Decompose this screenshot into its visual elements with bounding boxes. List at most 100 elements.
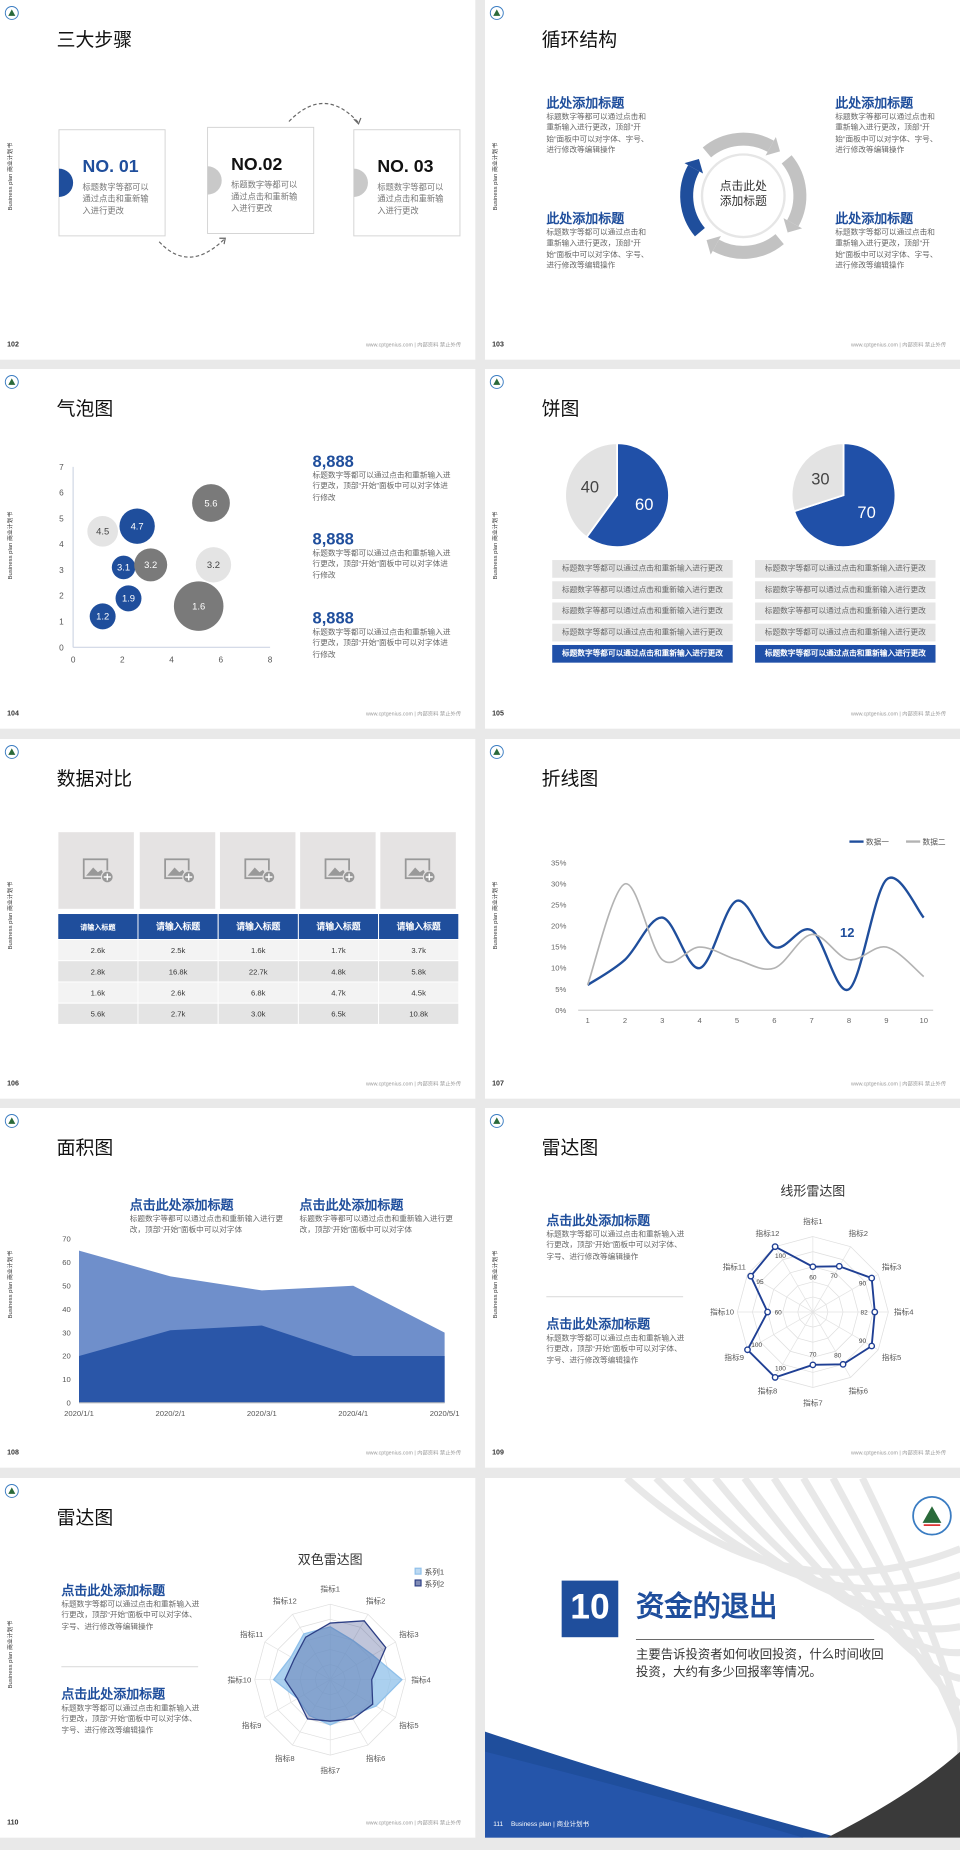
slide-canvas bbox=[484, 1477, 960, 1838]
pie-label: 40 bbox=[580, 479, 598, 497]
step-marker bbox=[353, 168, 368, 197]
background-wave bbox=[858, 1477, 960, 1757]
y-tick-label: 40 bbox=[62, 1305, 71, 1314]
radar-axis-label: 指标7 bbox=[803, 1398, 823, 1408]
logo bbox=[8, 748, 16, 755]
legend-label: 数据二 bbox=[922, 836, 945, 846]
x-tick-label: 10 bbox=[919, 1016, 928, 1025]
slide-number: 106 bbox=[7, 1080, 19, 1089]
block-title: 点击此处添加标题 bbox=[61, 1584, 166, 1599]
image-icon bbox=[244, 858, 270, 880]
block-title: 点击此处添加标题 bbox=[61, 1687, 166, 1703]
block-text: 标题数字等都可以通过点击和重新输入进行更改，顶部“开始”面板中可以对字体、字号、… bbox=[546, 228, 649, 271]
slide: 指标1 指标2 指标3 指标4 指标5 指标6 指标7 指标8 指标9 指标10 指标11 指标12 6… bbox=[484, 1108, 960, 1469]
cycle-arrow bbox=[765, 136, 780, 156]
radar-axis-label: 指标3 bbox=[881, 1262, 901, 1272]
cell-text: 2.5k bbox=[171, 946, 186, 955]
step-text: 标题数字等都可以通过点击和重新输入进行更改 bbox=[231, 181, 298, 214]
radar-axis-label: 指标4 bbox=[894, 1307, 914, 1317]
logo bbox=[8, 378, 16, 386]
step-card bbox=[207, 126, 315, 234]
image-placeholder bbox=[380, 832, 456, 909]
radar-axis-label: 指标7 bbox=[320, 1765, 340, 1775]
list-item-bg bbox=[551, 602, 733, 621]
slide-canvas: 60 40 70 30 bbox=[489, 375, 936, 664]
data-label: 95 bbox=[756, 1279, 764, 1286]
step-card bbox=[58, 129, 166, 237]
slide-canvas: 指标1 指标2 指标3 指标4 指标5 指标6 指标7 指标8 指标9 指标10 指标11 指标12 6… bbox=[489, 1114, 914, 1408]
list-item: 标题数字等都可以通过点击和重新输入进行更改 bbox=[764, 628, 926, 637]
slide-number: 107 bbox=[491, 1080, 504, 1089]
y-tick-label: 30% bbox=[551, 879, 567, 888]
radar-spoke bbox=[812, 1274, 879, 1313]
connector bbox=[158, 238, 225, 258]
block-text: 标题数字等都可以通过点击和重新输入进行更改，顶部“开始”面板中可以对字体 bbox=[129, 1215, 284, 1236]
side-label: Business plan 商业计划书 bbox=[492, 142, 500, 211]
bubble bbox=[87, 516, 118, 548]
cycle-arrow bbox=[783, 218, 802, 233]
x-tick-label: 9 bbox=[884, 1016, 888, 1025]
cell-text: 5.8k bbox=[411, 967, 426, 976]
radar-point bbox=[747, 1273, 754, 1281]
y-tick-label: 6 bbox=[59, 489, 64, 498]
x-tick-label: 4 bbox=[697, 1016, 702, 1025]
image-placeholder bbox=[139, 832, 216, 909]
side-label: Business plan 商业计划书 bbox=[7, 1251, 15, 1319]
radar-spoke bbox=[812, 1312, 851, 1379]
radar-point bbox=[771, 1374, 779, 1382]
block-text: 标题数字等都可以通过点击和重新输入进行更改，顶部“开始”面板中可以对字体、字号、… bbox=[61, 1600, 200, 1632]
data-label: 82 bbox=[860, 1310, 868, 1317]
logo bbox=[8, 1117, 16, 1125]
footer-label: Business plan | 商业计划书 bbox=[510, 1821, 589, 1829]
table-cell bbox=[378, 1002, 460, 1025]
bubble-label: 4.5 bbox=[96, 526, 109, 537]
slide-title: 数据对比 bbox=[56, 769, 133, 790]
side-label: Business plan 商业计划书 bbox=[492, 881, 500, 950]
list-item: 标题数字等都可以通过点击和重新输入进行更改 bbox=[561, 628, 723, 637]
footer: www.cptgenius.com | 内部资料 禁止外传 bbox=[365, 342, 462, 348]
data-label: 80 bbox=[834, 1353, 842, 1360]
header-text: 请输入标题 bbox=[80, 922, 116, 931]
line-series bbox=[586, 876, 925, 991]
cell-text: 1.6k bbox=[91, 988, 106, 997]
y-tick-label: 20% bbox=[551, 922, 567, 931]
block-title: 点击此处添加标题 bbox=[299, 1199, 404, 1214]
slide-canvas: 0 1 2 3 4 5 6 7 0 2 4 6 8 1.2 1.9 3.1 3.2 4.5 4.7 5.6 3.2 1.6 bbox=[4, 375, 273, 665]
cell-text: 3.7k bbox=[411, 946, 426, 955]
pie-label: 70 bbox=[857, 504, 875, 522]
image-placeholder bbox=[219, 832, 296, 909]
annotation: 12 bbox=[840, 925, 854, 940]
legend-swatch bbox=[414, 1567, 422, 1575]
bubble-label: 4.7 bbox=[131, 521, 144, 532]
radar-axis-label: 指标5 bbox=[881, 1353, 901, 1363]
footer: www.cptgenius.com | 内部资料 禁止外传 bbox=[850, 711, 946, 718]
y-tick-label: 15% bbox=[551, 943, 567, 952]
legend-label: 系列2 bbox=[425, 1578, 445, 1588]
image-placeholder bbox=[58, 832, 134, 909]
slide-canvas: 指标1 指标2 指标3 指标4 指标5 指标6 指标7 指标8 指标9 指标10 指标11 指标12 系… bbox=[4, 1483, 445, 1775]
slide: Business plan 商业计划书 102 www.cptgenius.com … bbox=[0, 0, 476, 360]
radar-axis-label: 指标1 bbox=[320, 1584, 340, 1594]
slide-number: 111 bbox=[492, 1821, 503, 1829]
stat-text: 标题数字等都可以通过点击和重新输入进行更改，顶部“开始”面板中可以对字体进行修改 bbox=[312, 628, 451, 660]
slide-canvas bbox=[4, 6, 461, 258]
slide-title: 气泡图 bbox=[56, 400, 114, 421]
logo bbox=[922, 1506, 942, 1523]
y-tick-label: 20 bbox=[62, 1352, 71, 1361]
side-label: Business plan 商业计划书 bbox=[7, 142, 15, 211]
list-item: 标题数字等都可以通过点击和重新输入进行更改 bbox=[764, 649, 926, 658]
pie-label: 30 bbox=[811, 471, 829, 489]
lead-text: 主要告诉投资者如何收回投资，什么时间收回投资，大约有多少回报率等情况。 bbox=[635, 1647, 884, 1680]
radar-axis-label: 指标3 bbox=[399, 1629, 419, 1639]
y-tick-label: 0 bbox=[66, 1399, 70, 1408]
image-icon bbox=[167, 867, 187, 876]
x-tick-label: 2 bbox=[623, 1016, 627, 1025]
list-item-bg bbox=[754, 624, 936, 642]
bubble bbox=[192, 484, 230, 523]
y-tick-label: 10 bbox=[62, 1376, 71, 1385]
image-icon bbox=[327, 867, 347, 876]
radar-axis-label: 指标6 bbox=[848, 1386, 868, 1396]
cell-text: 2.6k bbox=[91, 946, 106, 955]
background-shape bbox=[484, 1751, 804, 1838]
bubble-label: 3.1 bbox=[117, 562, 130, 573]
